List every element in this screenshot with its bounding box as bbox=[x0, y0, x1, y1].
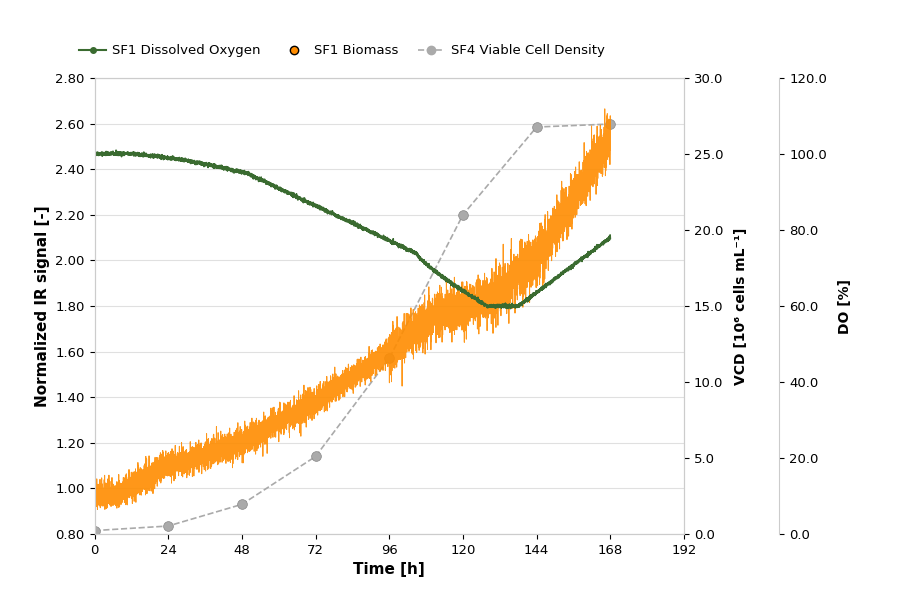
SF4 Viable Cell Density bbox=[237, 501, 248, 508]
SF4 Viable Cell Density bbox=[383, 355, 394, 362]
SF1 Dissolved Oxygen bbox=[399, 244, 410, 251]
SF1 Dissolved Oxygen bbox=[286, 189, 297, 196]
SF4 Viable Cell Density bbox=[531, 124, 542, 131]
SF4 Viable Cell Density bbox=[457, 211, 468, 218]
Legend: SF1 Dissolved Oxygen, SF1 Biomass, SF4 Viable Cell Density: SF1 Dissolved Oxygen, SF1 Biomass, SF4 V… bbox=[74, 39, 610, 62]
SF4 Viable Cell Density bbox=[89, 527, 100, 534]
Line: SF1 Biomass: SF1 Biomass bbox=[94, 109, 610, 509]
SF4 Viable Cell Density bbox=[310, 453, 321, 460]
SF1 Dissolved Oxygen bbox=[505, 305, 516, 312]
SF1 Biomass bbox=[276, 418, 287, 425]
SF1 Biomass bbox=[89, 494, 100, 502]
SF1 Dissolved Oxygen bbox=[425, 263, 436, 270]
X-axis label: Time [h]: Time [h] bbox=[354, 562, 425, 577]
SF4 Viable Cell Density bbox=[605, 121, 616, 128]
SF1 Dissolved Oxygen bbox=[513, 301, 524, 308]
Y-axis label: VCD [10⁶ cells mL⁻¹]: VCD [10⁶ cells mL⁻¹] bbox=[734, 227, 748, 385]
SF1 Biomass bbox=[599, 105, 610, 112]
SF1 Biomass bbox=[500, 290, 510, 298]
Y-axis label: DO [%]: DO [%] bbox=[838, 278, 852, 334]
SF1 Dissolved Oxygen bbox=[111, 146, 122, 154]
SF1 Biomass bbox=[115, 487, 126, 494]
SF1 Dissolved Oxygen bbox=[605, 235, 616, 242]
SF4 Viable Cell Density bbox=[163, 523, 174, 530]
Y-axis label: Normalized IR signal [-]: Normalized IR signal [-] bbox=[35, 205, 50, 407]
SF1 Biomass bbox=[472, 276, 482, 283]
SF1 Biomass bbox=[90, 506, 101, 513]
SF1 Biomass bbox=[605, 147, 616, 154]
Line: SF4 Viable Cell Density: SF4 Viable Cell Density bbox=[90, 119, 616, 535]
SF1 Dissolved Oxygen bbox=[89, 149, 100, 157]
SF1 Dissolved Oxygen bbox=[183, 155, 194, 163]
SF1 Biomass bbox=[417, 304, 428, 311]
Line: SF1 Dissolved Oxygen: SF1 Dissolved Oxygen bbox=[94, 150, 610, 308]
SF1 Biomass bbox=[394, 324, 405, 331]
SF1 Dissolved Oxygen bbox=[474, 298, 485, 305]
